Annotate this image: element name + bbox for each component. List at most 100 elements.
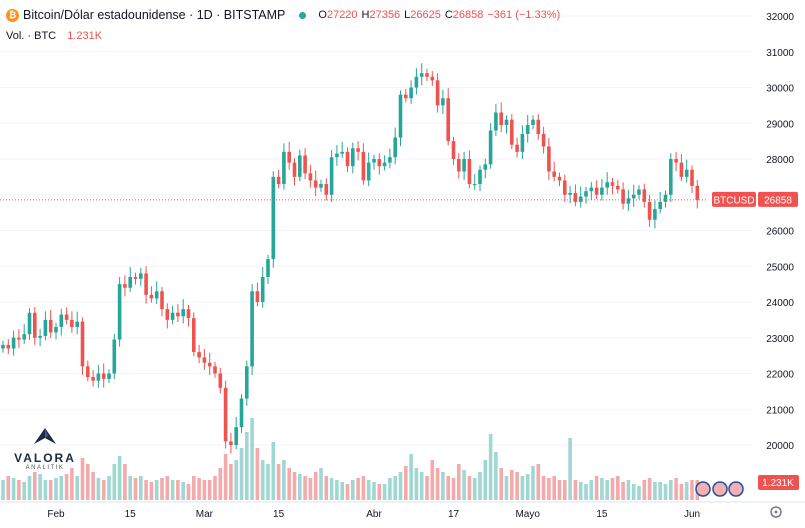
volume-bar [229,464,233,500]
ohlc-value: 26625 [410,9,441,21]
candle-body [563,180,567,195]
volume-bar [59,476,64,500]
volume-bar [324,476,329,500]
volume-bar [255,448,260,500]
volume-bars [1,418,700,500]
volume-bar [351,480,355,500]
y-tick-label: 24000 [766,298,794,309]
candle-body [33,312,37,338]
volume-bar [393,476,397,500]
volume-bar [218,468,223,500]
volume-bar [600,478,604,500]
volume-bar [382,484,387,500]
volume-bar [181,482,185,500]
volume-bar [213,476,217,500]
candle-body [54,327,58,333]
y-tick-label: 25000 [766,262,794,273]
x-tick-label: Abr [366,509,382,520]
price-axis[interactable]: 2000021000220002300024000250002600027000… [766,12,794,452]
candle-body [398,94,403,138]
volume-bar [276,464,281,500]
volume-bar [17,480,21,500]
volume-bar [192,476,196,500]
candle-body [1,344,5,349]
candle-body [335,153,339,158]
x-tick-label: 15 [125,509,137,520]
volume-bar [573,480,578,500]
candle-body [637,189,641,195]
candle-body [255,291,260,302]
volume-bar [282,460,286,500]
candle-body [525,125,530,134]
volume-bar [165,476,170,500]
candle-body [557,176,562,181]
candle-body [197,352,201,358]
volume-bar [329,478,334,500]
candle-body [260,276,265,302]
volume-bar [202,480,207,500]
y-tick-label: 30000 [766,84,794,95]
volume-bar [653,482,657,500]
candle-body [117,284,122,340]
volume-bar [684,482,689,500]
candle-body [6,344,11,349]
volume-bar [197,478,201,500]
settings-icon[interactable] [770,506,782,518]
volume-bar [637,486,641,500]
candle-body [494,112,498,131]
candle-body [626,198,631,204]
y-tick-label: 29000 [766,119,794,130]
flag-icon [695,481,711,497]
volume-bar [536,464,541,500]
volume-bar [123,464,127,500]
candle-body [610,182,615,186]
volume-bar [245,432,249,500]
volume-bar [679,484,684,500]
volume-legend[interactable]: Vol. · BTC 1.231K [6,30,102,42]
volume-bar [515,472,519,500]
ohlc-key: H [361,9,370,21]
candle-body [531,119,535,126]
logo-tagline: ANALITIK [25,465,65,471]
volume-bar [430,460,435,500]
volume-bar [207,480,212,500]
candle-body [160,291,164,310]
candle-body [472,184,477,186]
volume-bar [64,474,69,500]
volume-bar [616,476,620,500]
volume-bar [425,476,429,500]
candle-body [48,319,53,333]
time-axis[interactable]: Feb 15 Mar 15 Abr 17 Mayo 15 Jun [0,501,805,520]
candle-body [541,133,546,147]
volume-bar [107,476,111,500]
candle-body [536,119,541,134]
volume-bar [11,478,16,500]
candle-body [510,119,514,145]
volume-bar [313,472,318,500]
market-status-icon [299,11,307,19]
event-flags[interactable] [695,481,744,497]
candle-body [75,321,79,328]
logo-mark-icon [34,428,56,444]
candle-body [483,164,488,170]
volume-value: 1.231K [67,30,103,42]
volume-bar [642,480,647,500]
candle-body [213,366,217,374]
volume-bar [170,480,175,500]
y-tick-label: 31000 [766,48,794,59]
candle-body [207,362,212,367]
candle-body [589,187,594,192]
volume-bar [510,470,514,500]
ohlc-key: O [318,9,327,21]
volume-bar [287,468,291,500]
candle-body [64,314,69,320]
volume-bar [525,474,530,500]
candle-body [504,119,509,126]
candle-body [356,148,360,152]
ohlc-value: 27356 [369,9,401,21]
volume-bar [356,478,360,500]
candle-body [430,76,435,81]
candle-body [234,427,238,445]
symbol-title[interactable]: Bitcoin/Dólar estadounidense · 1D · BITS… [23,8,286,22]
